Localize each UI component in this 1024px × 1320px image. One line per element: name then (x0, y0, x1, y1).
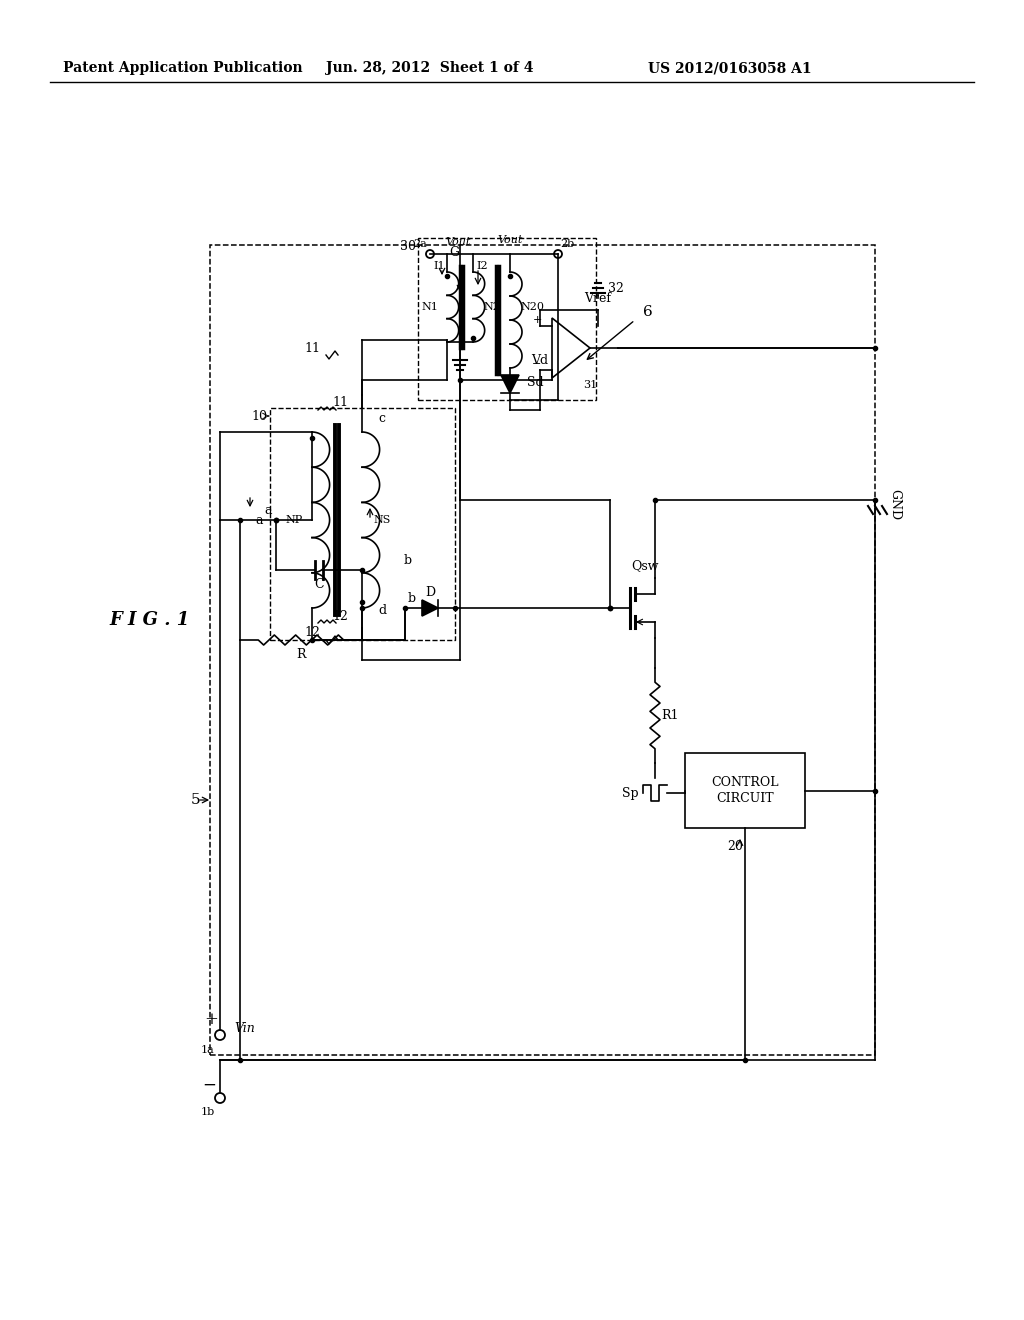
Text: Vd: Vd (531, 354, 549, 367)
Text: F I G . 1: F I G . 1 (110, 611, 190, 630)
Text: Qsw: Qsw (631, 560, 658, 573)
Text: R: R (296, 648, 306, 661)
Text: 11: 11 (332, 396, 348, 409)
Text: Sp: Sp (622, 787, 638, 800)
Text: 12: 12 (332, 610, 348, 623)
Bar (685, 752, 805, 828)
Text: NS: NS (373, 515, 390, 525)
Text: 31: 31 (583, 380, 597, 389)
Text: CONTROL
CIRCUIT: CONTROL CIRCUIT (712, 776, 778, 804)
Text: I1: I1 (433, 261, 444, 271)
Text: I2: I2 (476, 261, 487, 271)
Text: G: G (449, 246, 459, 259)
Text: N2: N2 (483, 302, 500, 312)
Text: d: d (378, 603, 386, 616)
Text: C: C (314, 578, 324, 591)
Text: 2b: 2b (560, 239, 574, 249)
Text: 1a: 1a (201, 1045, 215, 1055)
Bar (418, 238, 596, 400)
Text: Sd: Sd (527, 376, 544, 389)
Text: 5: 5 (191, 793, 201, 807)
Text: Vout: Vout (498, 235, 522, 246)
Text: Patent Application Publication: Patent Application Publication (63, 61, 303, 75)
Text: US 2012/0163058 A1: US 2012/0163058 A1 (648, 61, 812, 75)
Text: c: c (379, 412, 385, 425)
Text: 2a: 2a (413, 239, 427, 249)
Text: −: − (202, 1077, 216, 1093)
Text: Vref: Vref (585, 292, 611, 305)
Text: −: − (532, 359, 542, 370)
Text: a: a (255, 513, 263, 527)
Text: 20: 20 (727, 840, 743, 853)
Text: R1: R1 (662, 709, 679, 722)
Text: GND: GND (889, 490, 901, 520)
Text: N20: N20 (520, 302, 544, 312)
Text: 10: 10 (251, 409, 267, 422)
Text: Jun. 28, 2012  Sheet 1 of 4: Jun. 28, 2012 Sheet 1 of 4 (327, 61, 534, 75)
Text: N1: N1 (421, 302, 438, 312)
Text: Vout: Vout (445, 238, 471, 247)
Text: 11: 11 (304, 342, 319, 355)
Text: 6: 6 (643, 305, 653, 319)
Text: +: + (204, 1011, 218, 1028)
Polygon shape (501, 375, 519, 393)
Text: b: b (403, 553, 412, 566)
Text: Vin: Vin (234, 1022, 255, 1035)
Text: +: + (532, 315, 542, 325)
Text: 32: 32 (608, 281, 624, 294)
Text: a: a (264, 503, 271, 516)
Text: D: D (425, 586, 435, 599)
Text: 12: 12 (304, 627, 319, 639)
Text: 30: 30 (400, 239, 416, 252)
Text: b: b (408, 591, 416, 605)
Bar (270, 408, 455, 640)
Text: NP: NP (286, 515, 303, 525)
Bar (210, 246, 874, 1055)
Polygon shape (422, 601, 438, 616)
Text: 1b: 1b (201, 1107, 215, 1117)
